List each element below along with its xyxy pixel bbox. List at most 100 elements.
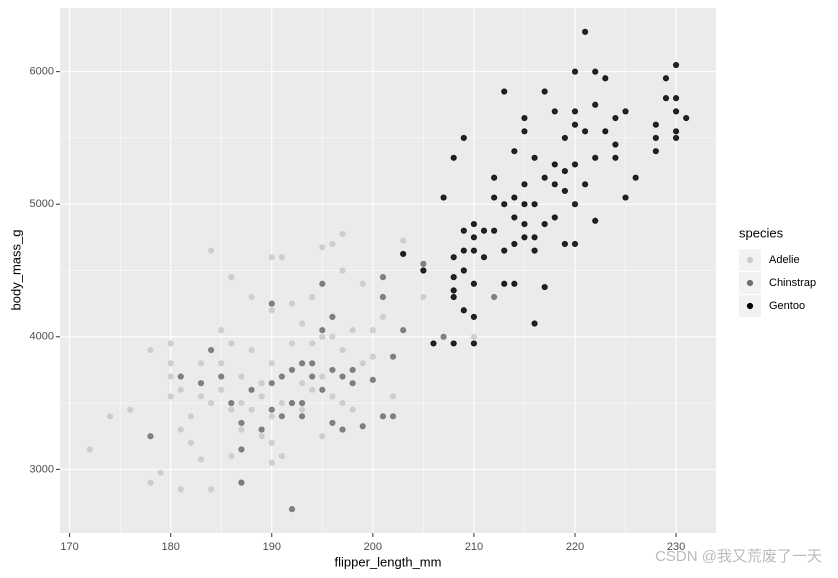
point xyxy=(298,380,306,387)
x-tick-label: 190 xyxy=(263,541,281,553)
point xyxy=(167,360,174,367)
point xyxy=(268,406,275,413)
point xyxy=(561,187,568,195)
x-tick-label: 210 xyxy=(465,541,483,553)
legend-label: Chinstrap xyxy=(769,277,816,289)
point xyxy=(319,433,326,440)
point xyxy=(470,220,478,228)
point xyxy=(127,406,134,413)
point xyxy=(491,194,498,201)
point xyxy=(389,393,397,400)
point xyxy=(268,300,275,307)
point xyxy=(268,459,275,466)
point xyxy=(450,254,457,261)
point xyxy=(672,134,680,142)
point xyxy=(228,340,235,347)
point xyxy=(268,254,275,261)
point xyxy=(460,227,467,234)
point xyxy=(652,134,659,142)
legend-label: Gentoo xyxy=(769,300,805,312)
point xyxy=(228,274,235,281)
point xyxy=(268,360,275,367)
point xyxy=(349,327,356,334)
point xyxy=(177,386,184,393)
point xyxy=(218,360,225,367)
point xyxy=(440,333,447,340)
point xyxy=(298,413,306,420)
point xyxy=(612,114,619,122)
point xyxy=(309,293,316,301)
point xyxy=(511,194,518,201)
point xyxy=(167,393,174,400)
point xyxy=(319,327,326,334)
point xyxy=(349,366,356,374)
point xyxy=(521,201,528,208)
point xyxy=(551,161,558,168)
point xyxy=(521,234,528,241)
point xyxy=(672,61,680,69)
point xyxy=(470,333,478,340)
point xyxy=(288,366,296,374)
point xyxy=(157,469,164,476)
point xyxy=(460,267,467,274)
point xyxy=(400,250,407,258)
point xyxy=(218,373,225,380)
point xyxy=(278,413,285,420)
watermark: CSDN @我又荒废了一天 xyxy=(655,548,822,565)
point xyxy=(369,376,376,383)
point xyxy=(491,174,498,181)
y-tick-label: 5000 xyxy=(30,198,54,210)
point xyxy=(339,426,346,433)
point xyxy=(228,399,235,407)
point xyxy=(298,399,306,407)
point xyxy=(420,293,427,301)
point xyxy=(501,201,508,208)
point xyxy=(521,181,528,188)
point xyxy=(379,313,387,321)
point xyxy=(662,75,670,82)
x-tick-label: 230 xyxy=(667,541,685,553)
point xyxy=(683,114,690,122)
point xyxy=(551,214,558,221)
legend-title: species xyxy=(739,225,784,240)
point xyxy=(309,373,316,380)
point xyxy=(561,167,568,175)
point xyxy=(187,413,194,420)
point xyxy=(470,247,478,254)
point xyxy=(450,340,457,347)
y-tick-label: 4000 xyxy=(30,331,54,343)
point xyxy=(228,453,235,460)
point xyxy=(248,406,255,413)
point xyxy=(582,128,589,135)
point xyxy=(511,280,518,287)
point xyxy=(400,237,407,244)
point xyxy=(339,346,346,354)
legend-symbol xyxy=(746,256,754,264)
point xyxy=(288,300,296,307)
point xyxy=(339,267,346,274)
point xyxy=(248,386,255,393)
point xyxy=(571,68,579,75)
point xyxy=(288,340,296,347)
point xyxy=(491,293,498,301)
point xyxy=(379,293,387,301)
point xyxy=(521,114,528,122)
point xyxy=(460,134,467,142)
point xyxy=(339,399,346,407)
point xyxy=(167,373,174,380)
point xyxy=(430,340,437,347)
point xyxy=(571,121,579,128)
point xyxy=(218,327,225,334)
point xyxy=(238,373,245,380)
point xyxy=(359,280,366,287)
point xyxy=(238,399,245,407)
point xyxy=(208,486,215,493)
point xyxy=(561,134,568,142)
point xyxy=(319,333,326,340)
point xyxy=(288,399,296,407)
point xyxy=(319,373,326,380)
point xyxy=(571,201,579,208)
point xyxy=(329,240,336,248)
point xyxy=(672,108,680,115)
